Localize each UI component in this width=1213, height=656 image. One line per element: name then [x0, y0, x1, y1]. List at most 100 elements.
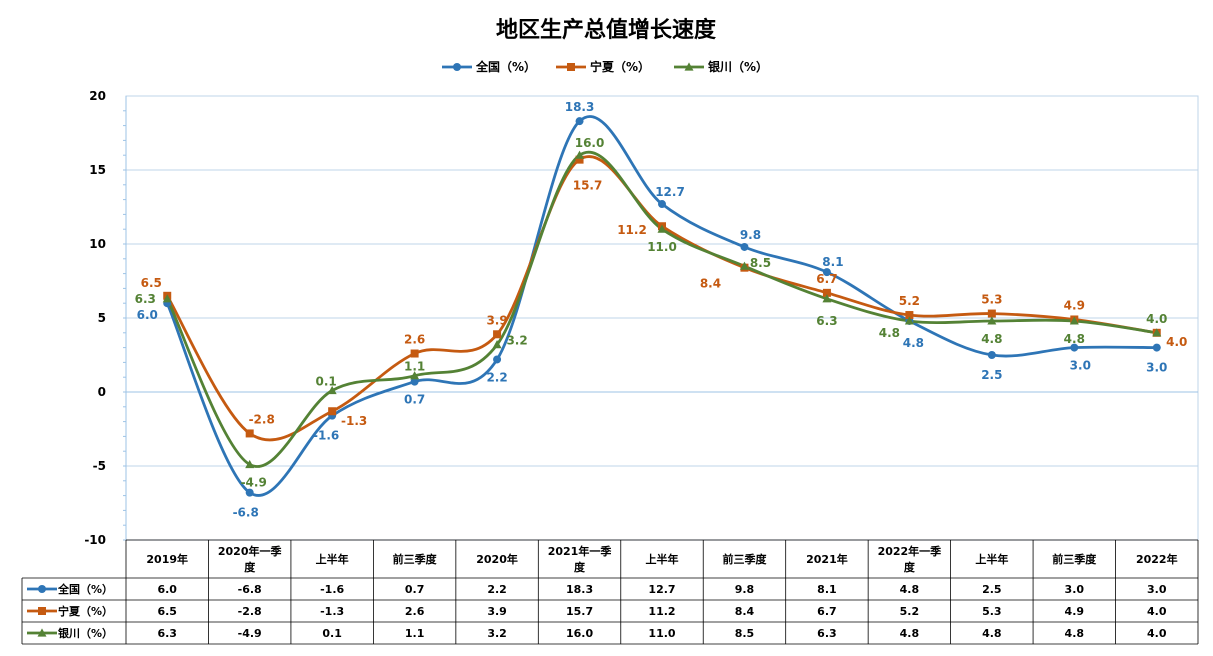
data-point-ningxia[interactable] — [245, 429, 254, 438]
data-point-yinchuan[interactable] — [162, 294, 172, 303]
legend-item-national[interactable]: 全国（%） — [442, 59, 536, 74]
category-label: 2019年 — [146, 552, 188, 566]
category-label: 前三季度 — [722, 552, 767, 566]
category-label: 2021年 — [806, 552, 848, 566]
category-label: 上半年 — [316, 552, 349, 566]
data-point-national[interactable] — [245, 488, 254, 497]
series-line-national[interactable] — [165, 115, 1159, 497]
data-point-national[interactable] — [1070, 343, 1079, 352]
svg-text:2020年一季: 2020年一季 — [218, 544, 283, 558]
data-label-ningxia: -2.8 — [249, 412, 275, 426]
legend-marker[interactable] — [684, 62, 694, 71]
table-legend-key-ningxia — [27, 607, 57, 615]
data-label-national: 8.1 — [822, 255, 843, 269]
table-row-label: 全国（%） — [57, 582, 113, 596]
data-point-yinchuan[interactable] — [739, 261, 749, 270]
table-cell: 2.2 — [487, 583, 507, 596]
data-point-ningxia[interactable] — [905, 311, 914, 320]
data-label-ningxia: 4.9 — [1064, 298, 1085, 312]
table-legend-marker[interactable] — [38, 585, 46, 593]
data-point-national[interactable] — [987, 351, 996, 359]
table-legend-marker[interactable] — [37, 628, 47, 637]
y-tick-label: 15 — [89, 163, 106, 177]
data-label-ningxia: 6.7 — [816, 272, 837, 286]
table-cell: 1.1 — [405, 627, 425, 640]
svg-text:2022年: 2022年 — [1136, 552, 1178, 566]
legend-marker[interactable] — [453, 63, 461, 71]
table-cell: 4.8 — [982, 627, 1002, 640]
data-point-ningxia[interactable] — [575, 155, 584, 164]
data-labels: 6.0 -6.8 -1.6 0.7 2.2 18.3 12.7 9.8 8.1 4.8 2.5 3.0… — [135, 100, 1188, 519]
y-tick-label: 20 — [89, 89, 106, 103]
table-cell: 4.9 — [1065, 605, 1085, 618]
data-point-yinchuan[interactable] — [492, 340, 502, 349]
table-cell: 3.9 — [487, 605, 507, 618]
data-point-national[interactable] — [658, 200, 666, 209]
data-point-yinchuan[interactable] — [657, 224, 667, 233]
table-cell: 8.5 — [735, 627, 755, 640]
data-point-yinchuan[interactable] — [410, 371, 420, 380]
table-cell: 5.2 — [900, 605, 920, 618]
data-point-yinchuan[interactable] — [1069, 316, 1079, 325]
data-point-national[interactable] — [1152, 343, 1161, 352]
legend[interactable]: 全国（%） 宁夏（%） 银川（%） — [442, 59, 768, 74]
svg-text:前三季度: 前三季度 — [393, 552, 438, 566]
chart-title: 地区生产总值增长速度 — [496, 17, 717, 43]
table-cell: 0.7 — [405, 583, 425, 596]
data-label-national: 9.8 — [740, 228, 761, 242]
series-line-yinchuan[interactable] — [165, 150, 1159, 468]
data-point-national[interactable] — [740, 242, 749, 251]
table-cell: 3.0 — [1147, 583, 1167, 596]
legend-label: 银川（%） — [708, 59, 768, 74]
data-point-ningxia[interactable] — [328, 407, 337, 416]
data-point-national[interactable] — [575, 117, 584, 126]
data-label-ningxia: 5.2 — [899, 294, 920, 308]
table-cell: 2.6 — [405, 605, 425, 618]
table-cell: 9.8 — [735, 583, 755, 596]
data-label-national: 12.7 — [655, 185, 685, 199]
data-point-yinchuan[interactable] — [822, 294, 832, 303]
data-point-yinchuan[interactable] — [987, 316, 997, 325]
data-point-yinchuan[interactable] — [904, 316, 914, 325]
series-markers — [162, 117, 1162, 497]
y-tick-label: 10 — [89, 237, 106, 251]
data-label-national: 3.0 — [1146, 361, 1167, 375]
data-label-yinchuan: 16.0 — [575, 136, 605, 150]
category-label: 前三季度 — [1052, 552, 1097, 566]
data-point-national[interactable] — [822, 268, 831, 277]
data-point-national[interactable] — [493, 355, 502, 364]
table-cell: 8.1 — [817, 583, 837, 596]
table-cell: 5.3 — [982, 605, 1002, 618]
table-legend-key-yinchuan — [27, 628, 57, 637]
svg-text:上半年: 上半年 — [975, 552, 1008, 566]
table-cell: -4.9 — [238, 627, 262, 640]
legend-item-ningxia[interactable]: 宁夏（%） — [556, 59, 650, 74]
table-cell: 6.3 — [817, 627, 837, 640]
data-point-ningxia[interactable] — [493, 330, 502, 339]
data-point-yinchuan[interactable] — [245, 459, 255, 469]
data-label-ningxia: 4.0 — [1166, 335, 1187, 349]
table-cell: 11.0 — [648, 627, 675, 640]
data-label-national: 6.0 — [137, 308, 158, 322]
svg-text:上半年: 上半年 — [316, 552, 349, 566]
table-cell: 6.7 — [817, 605, 837, 618]
legend-marker[interactable] — [567, 63, 575, 71]
category-label: 上半年 — [975, 552, 1008, 566]
data-point-ningxia[interactable] — [987, 309, 996, 318]
series-line-ningxia[interactable] — [165, 155, 1159, 442]
table-legend-marker[interactable] — [38, 607, 46, 615]
data-point-yinchuan[interactable] — [1152, 328, 1162, 337]
data-point-yinchuan[interactable] — [327, 385, 337, 395]
data-point-ningxia[interactable] — [822, 288, 831, 297]
legend-item-yinchuan[interactable]: 银川（%） — [674, 59, 768, 74]
data-point-yinchuan[interactable] — [575, 150, 585, 159]
data-label-national: 2.5 — [981, 368, 1002, 382]
table-cell: 11.2 — [648, 605, 675, 618]
svg-text:度: 度 — [244, 560, 256, 574]
data-point-national[interactable] — [410, 377, 419, 386]
data-point-ningxia[interactable] — [410, 349, 419, 358]
